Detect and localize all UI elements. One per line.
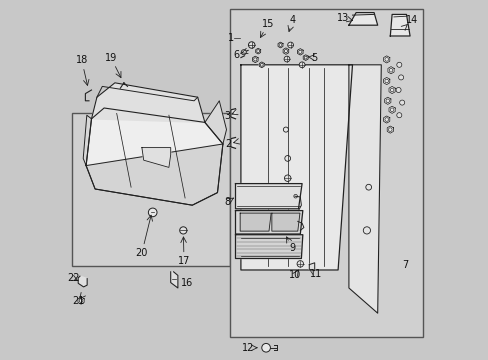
Text: 5: 5 <box>311 53 317 63</box>
Text: 3: 3 <box>224 111 230 121</box>
Polygon shape <box>235 235 302 258</box>
Polygon shape <box>255 48 260 54</box>
Circle shape <box>395 87 400 93</box>
Text: 7: 7 <box>401 260 407 270</box>
Polygon shape <box>142 148 170 167</box>
Circle shape <box>287 42 293 48</box>
Polygon shape <box>389 14 409 36</box>
Text: 12: 12 <box>242 343 254 353</box>
Polygon shape <box>386 126 393 133</box>
Polygon shape <box>348 65 381 313</box>
Polygon shape <box>235 211 302 234</box>
Circle shape <box>284 56 289 62</box>
Text: 10: 10 <box>288 270 301 280</box>
Polygon shape <box>86 108 223 205</box>
Polygon shape <box>83 115 91 166</box>
Text: 21: 21 <box>72 296 84 306</box>
Polygon shape <box>204 101 226 144</box>
Circle shape <box>261 343 270 352</box>
Bar <box>72 113 230 266</box>
Polygon shape <box>241 65 352 270</box>
Polygon shape <box>252 56 258 63</box>
Text: 18: 18 <box>76 55 88 66</box>
Polygon shape <box>259 62 264 68</box>
Text: 4: 4 <box>289 15 295 25</box>
Polygon shape <box>297 49 303 55</box>
Circle shape <box>299 62 305 68</box>
Circle shape <box>398 75 403 80</box>
Circle shape <box>396 62 401 67</box>
Text: 8: 8 <box>224 197 230 207</box>
Text: 14: 14 <box>406 15 418 25</box>
Circle shape <box>248 42 254 48</box>
Text: 15: 15 <box>261 19 274 30</box>
Polygon shape <box>235 184 302 209</box>
Polygon shape <box>271 213 299 231</box>
Polygon shape <box>388 106 394 113</box>
Circle shape <box>148 208 157 217</box>
Circle shape <box>396 113 401 118</box>
Polygon shape <box>387 67 393 74</box>
Polygon shape <box>78 297 84 304</box>
Circle shape <box>179 227 186 234</box>
Text: 22: 22 <box>67 273 79 283</box>
Text: 17: 17 <box>178 256 190 266</box>
Polygon shape <box>230 109 235 119</box>
Polygon shape <box>78 276 87 287</box>
Text: 2: 2 <box>224 139 231 149</box>
Text: 13: 13 <box>336 13 348 23</box>
Polygon shape <box>383 56 389 63</box>
Text: 6: 6 <box>233 50 239 60</box>
Polygon shape <box>278 42 283 48</box>
Polygon shape <box>283 48 288 54</box>
Polygon shape <box>170 272 178 288</box>
Polygon shape <box>383 77 389 85</box>
Circle shape <box>241 50 246 55</box>
Polygon shape <box>240 213 270 231</box>
Circle shape <box>296 261 303 267</box>
Circle shape <box>284 175 290 181</box>
Polygon shape <box>309 263 314 271</box>
Polygon shape <box>383 116 389 123</box>
Text: 19: 19 <box>105 53 117 63</box>
Text: 11: 11 <box>310 269 322 279</box>
Text: 20: 20 <box>136 248 148 258</box>
Bar <box>230 9 422 337</box>
Polygon shape <box>86 144 223 205</box>
Polygon shape <box>348 13 377 25</box>
Text: 1: 1 <box>227 33 233 43</box>
Polygon shape <box>384 97 390 104</box>
Polygon shape <box>230 138 235 148</box>
Text: 9: 9 <box>289 243 295 253</box>
Polygon shape <box>91 83 204 122</box>
Circle shape <box>399 100 404 105</box>
Polygon shape <box>303 55 307 60</box>
Text: 16: 16 <box>181 278 193 288</box>
Polygon shape <box>388 86 394 94</box>
